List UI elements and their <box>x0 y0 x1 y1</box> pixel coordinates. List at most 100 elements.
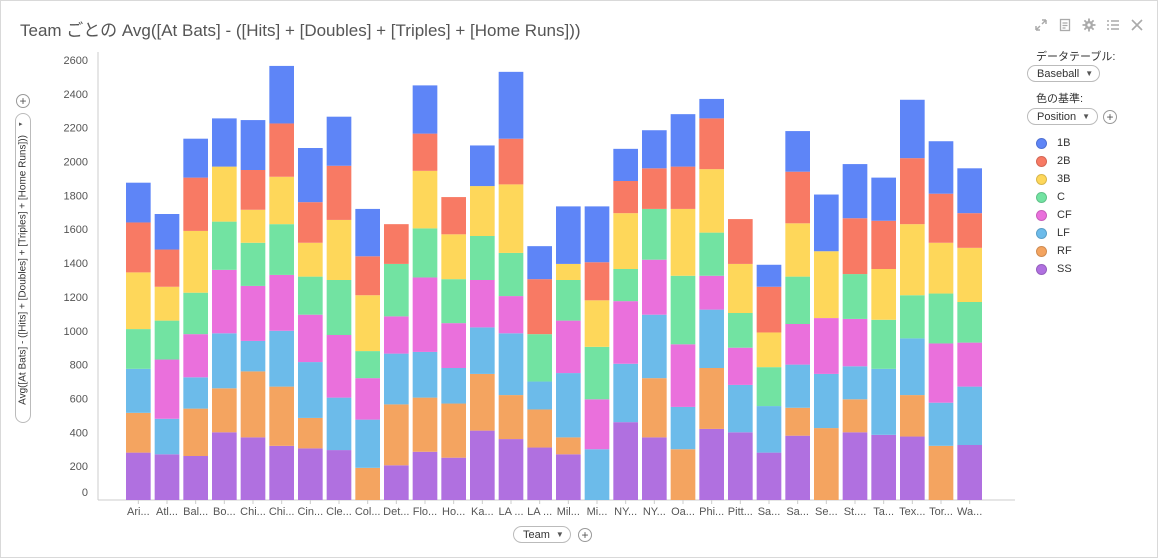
bar-segment[interactable] <box>613 301 638 364</box>
datatable-selector[interactable]: Baseball ▼ <box>1027 65 1100 82</box>
bar-segment[interactable] <box>154 320 180 360</box>
bar-segment[interactable] <box>785 131 810 172</box>
bar-segment[interactable] <box>441 457 466 500</box>
bar-segment[interactable] <box>842 274 868 319</box>
bar-segment[interactable] <box>412 451 438 500</box>
bar-segment[interactable] <box>269 386 294 446</box>
bar-segment[interactable] <box>957 342 982 387</box>
bar-segment[interactable] <box>269 274 294 331</box>
bar-segment[interactable] <box>871 269 896 320</box>
bar-segment[interactable] <box>699 275 724 310</box>
bar-segment[interactable] <box>814 251 839 319</box>
bar-segment[interactable] <box>212 166 237 222</box>
bar-segment[interactable] <box>957 247 982 302</box>
bar-segment[interactable] <box>212 269 237 334</box>
bar-segment[interactable] <box>670 406 696 450</box>
bar-segment[interactable] <box>240 371 266 438</box>
bar-segment[interactable] <box>670 275 696 345</box>
bar-segment[interactable] <box>183 456 208 500</box>
add-y-axis-button[interactable]: + <box>16 94 30 108</box>
bar-segment[interactable] <box>670 114 696 167</box>
bar-segment[interactable] <box>900 224 925 296</box>
bar-segment[interactable] <box>298 362 323 418</box>
bar-segment[interactable] <box>842 399 868 433</box>
bar-segment[interactable] <box>613 181 638 214</box>
bar-segment[interactable] <box>527 279 552 335</box>
bar-segment[interactable] <box>412 351 438 398</box>
bar-segment[interactable] <box>728 432 753 500</box>
add-x-axis-button[interactable]: + <box>578 528 592 542</box>
legend-item[interactable]: 3B <box>1036 170 1072 188</box>
bar-segment[interactable] <box>756 452 782 500</box>
bar-segment[interactable] <box>642 314 667 379</box>
bar-segment[interactable] <box>728 347 753 385</box>
bar-segment[interactable] <box>326 397 352 451</box>
bar-segment[interactable] <box>928 293 954 344</box>
bar-segment[interactable] <box>527 409 552 448</box>
bar-segment[interactable] <box>785 407 810 436</box>
bar-segment[interactable] <box>613 213 638 269</box>
bar-segment[interactable] <box>584 300 610 347</box>
bar-segment[interactable] <box>384 224 409 264</box>
bar-segment[interactable] <box>154 286 180 321</box>
bar-segment[interactable] <box>556 320 581 374</box>
bar-segment[interactable] <box>412 133 438 171</box>
bar-segment[interactable] <box>326 165 352 220</box>
bar-segment[interactable] <box>240 120 266 170</box>
bar-segment[interactable] <box>957 302 982 343</box>
bar-segment[interactable] <box>126 329 151 369</box>
bar-segment[interactable] <box>928 402 954 446</box>
bar-segment[interactable] <box>126 222 151 273</box>
legend-item[interactable]: LF <box>1036 224 1072 242</box>
bar-segment[interactable] <box>183 408 208 456</box>
bar-segment[interactable] <box>699 309 724 368</box>
y-axis-selector[interactable] <box>15 113 31 423</box>
legend-item[interactable]: C <box>1036 188 1072 206</box>
bar-segment[interactable] <box>470 280 495 328</box>
bar-segment[interactable] <box>642 168 667 209</box>
close-icon[interactable] <box>1130 18 1144 32</box>
bar-segment[interactable] <box>785 223 810 277</box>
bar-segment[interactable] <box>298 417 323 449</box>
legend-item[interactable]: 1B <box>1036 134 1072 152</box>
bar-segment[interactable] <box>871 434 896 500</box>
bar-segment[interactable] <box>412 277 438 352</box>
bar-segment[interactable] <box>527 246 552 280</box>
bar-segment[interactable] <box>756 286 782 333</box>
bar-segment[interactable] <box>412 170 438 229</box>
bar-segment[interactable] <box>728 219 753 264</box>
bar-segment[interactable] <box>212 221 237 270</box>
bar-segment[interactable] <box>728 263 753 313</box>
bar-segment[interactable] <box>269 65 294 124</box>
bar-segment[interactable] <box>412 397 438 452</box>
bar-segment[interactable] <box>556 373 581 438</box>
bar-segment[interactable] <box>699 232 724 276</box>
bar-segment[interactable] <box>498 184 524 253</box>
bar-segment[interactable] <box>699 98 724 119</box>
bar-segment[interactable] <box>498 439 524 500</box>
bar-segment[interactable] <box>613 422 638 500</box>
bar-segment[interactable] <box>814 428 839 500</box>
bar-segment[interactable] <box>957 168 982 214</box>
bar-segment[interactable] <box>871 319 896 369</box>
gear-icon[interactable] <box>1082 18 1096 32</box>
bar-segment[interactable] <box>126 368 151 413</box>
bar-segment[interactable] <box>699 118 724 170</box>
bar-segment[interactable] <box>355 256 380 296</box>
bar-segment[interactable] <box>384 316 409 354</box>
bar-segment[interactable] <box>699 428 724 500</box>
bar-segment[interactable] <box>441 403 466 458</box>
bar-segment[interactable] <box>670 166 696 209</box>
bar-segment[interactable] <box>154 454 180 500</box>
bar-segment[interactable] <box>613 269 638 302</box>
bar-segment[interactable] <box>613 148 638 181</box>
bar-segment[interactable] <box>326 219 352 280</box>
bar-segment[interactable] <box>126 272 151 330</box>
bar-segment[interactable] <box>900 395 925 437</box>
bar-segment[interactable] <box>269 176 294 225</box>
colorby-selector[interactable]: Position ▼ <box>1027 108 1098 125</box>
bar-segment[interactable] <box>842 366 868 400</box>
bar-segment[interactable] <box>326 335 352 398</box>
bar-segment[interactable] <box>842 432 868 500</box>
bar-segment[interactable] <box>928 141 954 194</box>
